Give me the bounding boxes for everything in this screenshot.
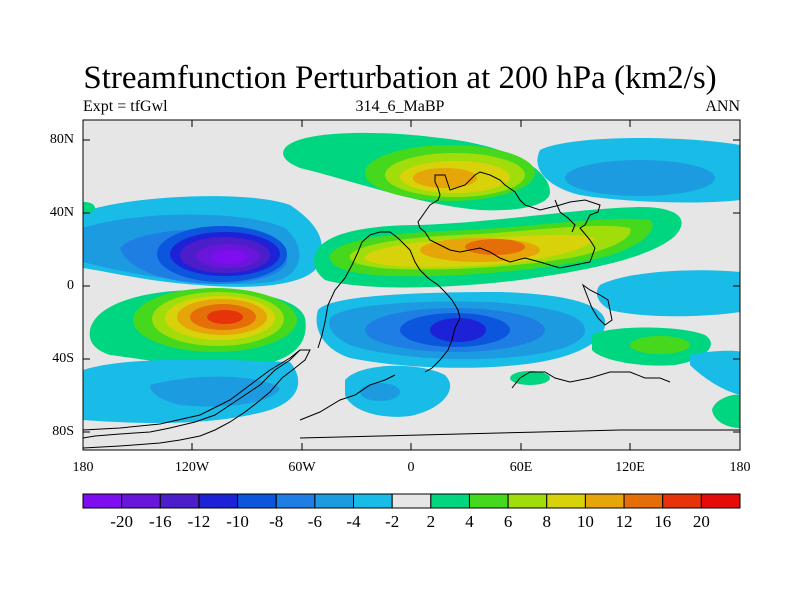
contour-neg-southern-ocean-4 [150,376,280,407]
colorbar-box [700,493,741,509]
contour-neg-south-atlantic-4 [360,383,400,401]
colorbar-box [159,493,200,509]
contour-neg-north-pacific-20 [212,250,248,264]
colorbar-label: -4 [346,512,361,531]
coastline-australia [511,371,671,389]
contour-pos-south-pacific-16 [207,310,243,324]
lat-ticks [83,139,740,433]
colorbar-label: -8 [269,512,284,531]
experiment-label: Expt = tfGwl [83,98,168,115]
coastline-antarctica-east [299,429,740,439]
colorbar-label: -16 [148,512,172,531]
coastline-americas [317,231,461,373]
colorbar-label: 16 [654,512,672,531]
colorbar-label: 10 [576,512,594,531]
contour-pos-south-indian [510,371,550,385]
colorbar-label: -12 [187,512,211,531]
colorbar-box [662,493,702,509]
colorbar-box [546,493,586,509]
colorbar-box [584,493,625,509]
colorbar-label: -2 [385,512,400,531]
colorbar-box [82,493,123,509]
colorbar-box [623,493,664,509]
coastline-eurasia [417,171,601,269]
coastline-south-america-west [83,349,301,439]
contour-neg-ne-asia-4 [565,160,715,196]
colorbar-box [507,493,548,509]
lon-label-180-west: 180 [72,460,94,475]
colorbar-label: -6 [307,512,322,531]
colorbar-box [275,493,316,509]
colorbar-label: 8 [542,512,552,531]
contour-pos-bottom-right [712,394,740,428]
colorbar [82,493,741,509]
case-label: 314_6_MaBP [355,98,445,115]
contour-pos-west-edge [83,202,95,214]
lat-label-80s: 80S [52,424,74,439]
lat-label-40n: 40N [49,205,74,220]
contour-pos-eurasia-10 [413,168,477,188]
lon-label-60e: 60E [509,460,533,475]
lon-label-180-east: 180 [729,460,751,475]
lon-label-0: 0 [407,460,415,475]
colorbar-label: 6 [503,512,513,531]
colorbar-label: 12 [615,512,633,531]
contour-neg-south-pacific-east [690,350,740,395]
lat-label-0: 0 [67,278,74,293]
colorbar-box [121,493,161,509]
coastline-japan [554,199,576,233]
continent-outlines [83,171,740,449]
colorbar-label: 2 [426,512,436,531]
colorbar-box [237,493,277,509]
colorbar-box [314,493,355,509]
coastline-antarctica [83,349,311,449]
contour-neg-south-africa-10 [430,318,486,342]
colorbar-box [198,493,239,509]
colorbar-box [391,493,432,509]
lon-label-120w: 120W [174,460,210,475]
contour-pos-subtropical-band-12 [465,239,525,255]
colorbar-box [430,493,470,509]
colorbar-box [468,493,509,509]
season-label: ANN [705,98,740,115]
contour-neg-west-pacific [596,270,740,317]
lon-label-120e: 120E [615,460,645,475]
colorbar-label: -20 [110,512,133,531]
colorbar-label: 20 [692,512,710,531]
lat-label-80n: 80N [49,132,74,147]
contour-pos-east-australia-4 [630,336,690,354]
colorbar-label: -10 [226,512,249,531]
colorbar-box [353,493,393,509]
lat-label-40s: 40S [52,351,74,366]
lon-ticks [82,120,741,450]
coastline-africa-south [299,374,396,421]
coastline-indonesia [581,283,613,326]
lon-label-60w: 60W [288,460,316,475]
plot-title: Streamfunction Perturbation at 200 hPa (… [83,60,717,96]
colorbar-label: 4 [465,512,474,531]
contour-field [83,120,740,450]
